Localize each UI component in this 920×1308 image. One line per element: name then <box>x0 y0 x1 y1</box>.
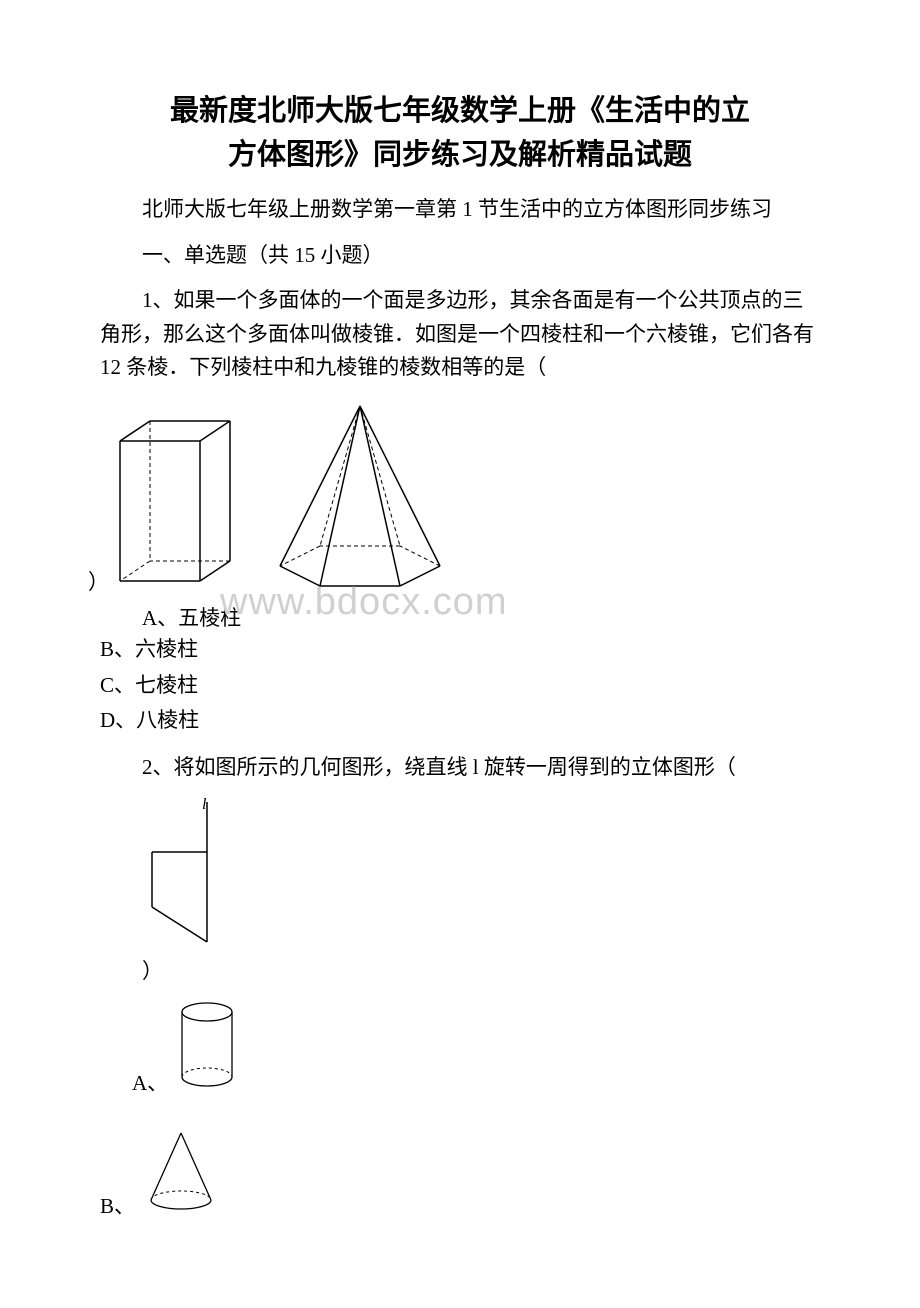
q2-close-paren: ） <box>100 956 820 988</box>
hexagonal-pyramid-icon <box>250 391 470 601</box>
q1-option-c: C、七棱柱 <box>100 670 820 702</box>
cone-icon <box>139 1125 224 1220</box>
watermark-text: www.bdocx.com <box>220 581 508 624</box>
title-line-1: 最新度北师大版七年级数学上册《生活中的立 <box>170 95 750 127</box>
q2-option-b-label: B、 <box>100 1194 135 1218</box>
q2-option-a-label: A、 <box>132 1071 168 1095</box>
intro-paragraph: 北师大版七年级上册数学第一章第 1 节生活中的立方体图形同步练习 <box>100 193 820 227</box>
q1-option-d: D、八棱柱 <box>100 705 820 737</box>
section-heading: 一、单选题（共 15 小题） <box>100 239 820 273</box>
title-line-2: 方体图形》同步练习及解析精品试题 <box>228 139 692 171</box>
document-title: 最新度北师大版七年级数学上册《生活中的立 方体图形》同步练习及解析精品试题 <box>100 90 820 177</box>
q2-option-a-row: A、 <box>132 997 820 1097</box>
cylinder-icon <box>172 997 242 1097</box>
q1-option-b: B、六棱柱 <box>100 634 820 666</box>
question-2-diagram: l <box>132 797 820 952</box>
rotation-shape-icon: l <box>132 797 242 947</box>
question-2-text: 2、将如图所示的几何图形，绕直线 l 旋转一周得到的立体图形（ <box>100 751 820 785</box>
rectangular-prism-icon <box>100 391 250 601</box>
question-1-text: 1、如果一个多面体的一个面是多边形，其余各面是有一个公共顶点的三角形，那么这个多… <box>100 284 820 385</box>
question-1-diagrams: ） www.bdocx.com <box>100 391 820 611</box>
q2-option-b-row: B、 <box>100 1125 820 1220</box>
